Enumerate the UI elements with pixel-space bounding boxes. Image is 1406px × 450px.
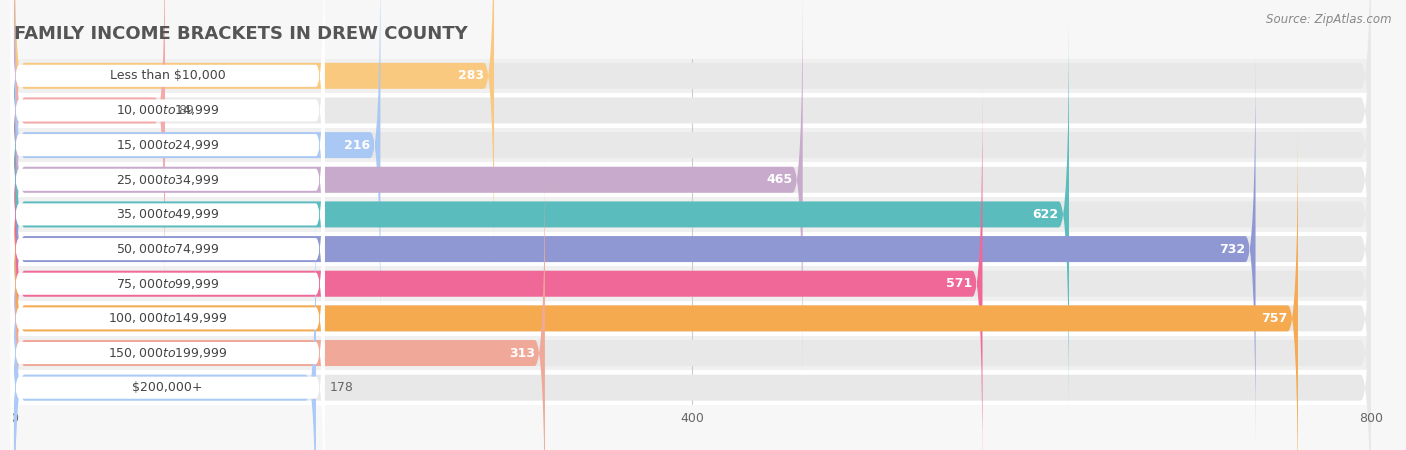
FancyBboxPatch shape bbox=[11, 122, 325, 446]
FancyBboxPatch shape bbox=[14, 54, 1371, 444]
Text: 622: 622 bbox=[1032, 208, 1059, 221]
FancyBboxPatch shape bbox=[11, 156, 325, 450]
Text: 571: 571 bbox=[946, 277, 973, 290]
FancyBboxPatch shape bbox=[14, 336, 1371, 370]
Text: $150,000 to $199,999: $150,000 to $199,999 bbox=[108, 346, 228, 360]
Text: $35,000 to $49,999: $35,000 to $49,999 bbox=[115, 207, 219, 221]
FancyBboxPatch shape bbox=[14, 266, 1371, 301]
FancyBboxPatch shape bbox=[14, 0, 494, 271]
Text: $50,000 to $74,999: $50,000 to $74,999 bbox=[115, 242, 219, 256]
Text: FAMILY INCOME BRACKETS IN DREW COUNTY: FAMILY INCOME BRACKETS IN DREW COUNTY bbox=[14, 25, 468, 43]
FancyBboxPatch shape bbox=[14, 123, 1371, 450]
Text: $10,000 to $14,999: $10,000 to $14,999 bbox=[115, 104, 219, 117]
Text: $100,000 to $149,999: $100,000 to $149,999 bbox=[108, 311, 228, 325]
Text: $200,000+: $200,000+ bbox=[132, 381, 202, 394]
FancyBboxPatch shape bbox=[14, 19, 1069, 410]
Text: $15,000 to $24,999: $15,000 to $24,999 bbox=[115, 138, 219, 152]
FancyBboxPatch shape bbox=[14, 128, 1371, 162]
Text: 283: 283 bbox=[458, 69, 484, 82]
Text: 465: 465 bbox=[766, 173, 793, 186]
FancyBboxPatch shape bbox=[14, 162, 1371, 197]
FancyBboxPatch shape bbox=[14, 193, 316, 450]
FancyBboxPatch shape bbox=[11, 0, 325, 307]
FancyBboxPatch shape bbox=[14, 89, 983, 450]
Text: $25,000 to $34,999: $25,000 to $34,999 bbox=[115, 173, 219, 187]
FancyBboxPatch shape bbox=[14, 301, 1371, 336]
FancyBboxPatch shape bbox=[14, 19, 1371, 410]
FancyBboxPatch shape bbox=[11, 87, 325, 411]
FancyBboxPatch shape bbox=[11, 191, 325, 450]
FancyBboxPatch shape bbox=[14, 93, 1371, 128]
FancyBboxPatch shape bbox=[11, 0, 325, 238]
Text: 757: 757 bbox=[1261, 312, 1288, 325]
FancyBboxPatch shape bbox=[14, 54, 1256, 444]
FancyBboxPatch shape bbox=[14, 0, 1371, 375]
FancyBboxPatch shape bbox=[11, 18, 325, 342]
Text: Less than $10,000: Less than $10,000 bbox=[110, 69, 225, 82]
FancyBboxPatch shape bbox=[14, 193, 1371, 450]
Text: 89: 89 bbox=[179, 104, 194, 117]
Text: Source: ZipAtlas.com: Source: ZipAtlas.com bbox=[1267, 14, 1392, 27]
FancyBboxPatch shape bbox=[14, 0, 1371, 271]
FancyBboxPatch shape bbox=[11, 225, 325, 450]
FancyBboxPatch shape bbox=[11, 0, 325, 273]
FancyBboxPatch shape bbox=[14, 89, 1371, 450]
FancyBboxPatch shape bbox=[14, 158, 546, 450]
Text: 732: 732 bbox=[1219, 243, 1246, 256]
FancyBboxPatch shape bbox=[14, 0, 381, 340]
FancyBboxPatch shape bbox=[14, 158, 1371, 450]
Text: 178: 178 bbox=[329, 381, 353, 394]
Text: $75,000 to $99,999: $75,000 to $99,999 bbox=[115, 277, 219, 291]
FancyBboxPatch shape bbox=[14, 123, 1298, 450]
FancyBboxPatch shape bbox=[14, 0, 1371, 340]
Text: 313: 313 bbox=[509, 346, 534, 360]
FancyBboxPatch shape bbox=[14, 0, 803, 375]
FancyBboxPatch shape bbox=[14, 0, 1371, 306]
FancyBboxPatch shape bbox=[14, 232, 1371, 266]
FancyBboxPatch shape bbox=[14, 58, 1371, 93]
FancyBboxPatch shape bbox=[14, 0, 165, 306]
Text: 216: 216 bbox=[344, 139, 370, 152]
FancyBboxPatch shape bbox=[11, 52, 325, 377]
FancyBboxPatch shape bbox=[14, 197, 1371, 232]
FancyBboxPatch shape bbox=[14, 370, 1371, 405]
